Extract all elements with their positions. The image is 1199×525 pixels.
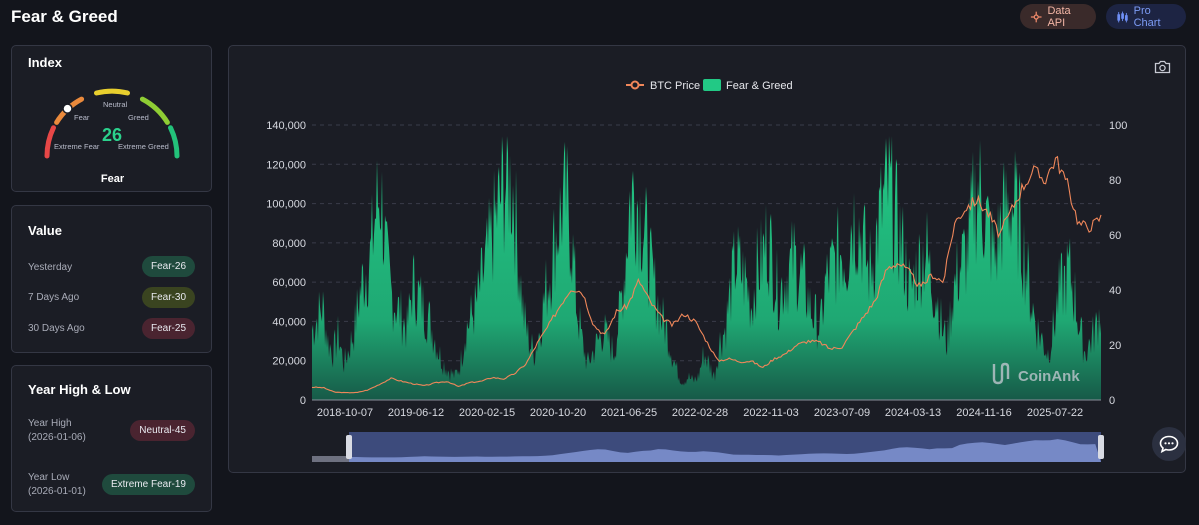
coinank-watermark: CoinAnk [992,362,1080,385]
gauge-label-extreme-fear: Extreme Fear [54,142,100,151]
index-classification: Fear [100,173,125,185]
value-panel: Value Yesterday Fear-26 7 Days Ago Fear-… [11,205,212,353]
y-right-tick-label: 20 [1109,340,1121,352]
year-title: Year High & Low [28,382,131,397]
data-api-label: Data API [1047,4,1071,29]
y-left-tick-label: 40,000 [272,316,306,328]
year-low-badge: Extreme Fear-19 [101,474,195,495]
index-value: 26 [101,125,123,145]
index-panel: Index Neutral Fear Greed Extreme Fear Ex… [11,45,212,192]
legend-btc-dot [630,80,640,90]
camera-icon [1154,60,1171,74]
y-right-tick-label: 80 [1109,175,1121,187]
pro-chart-label: Pro Chart [1133,4,1161,29]
y-right-tick-label: 40 [1109,285,1121,297]
chat-icon [1159,435,1179,453]
value-row-badge: Fear-25 [141,318,195,339]
year-high-label: Year High [28,418,72,429]
gauge-label-fear: Fear [74,113,90,122]
chart-legend[interactable]: BTC Price Fear & Greed [626,79,793,92]
btc-price-line [311,155,1102,394]
gauge-arc-extreme-greed [168,125,180,159]
year-high-date: (2026-01-06) [28,432,86,443]
legend-fg-label: Fear & Greed [726,80,793,92]
save-image-button[interactable] [1154,60,1171,79]
value-row-label: 30 Days Ago [28,323,85,334]
gauge-label-greed: Greed [128,113,149,122]
x-tick-label: 2019-06-12 [388,407,444,419]
y-left-tick-label: 60,000 [272,277,306,289]
fear-greed-gauge [44,88,180,159]
value-row-badge: Fear-30 [141,287,195,308]
slider-handle-left [346,435,352,459]
value-row-badge: Fear-26 [141,256,195,277]
year-high-low-panel: Year High & Low Year High (2026-01-06) N… [11,365,212,512]
slider-unselected [312,456,349,462]
x-tick-label: 2020-02-15 [459,407,515,419]
x-tick-label: 2024-03-13 [885,407,941,419]
x-tick-label: 2018-10-07 [317,407,373,419]
legend-fg-marker [703,79,721,91]
y-left-tick-label: 20,000 [272,356,306,368]
year-low-label: Year Low [28,472,70,483]
value-title: Value [28,223,62,238]
api-icon [1030,11,1042,22]
x-tick-label: 2020-10-20 [530,407,586,419]
candlestick-icon [1117,11,1128,22]
fear-greed-area [312,136,1101,400]
fear-greed-chart: 0 20,000 40,000 60,000 80,000 100,000 120,000 1… [266,79,1127,462]
gauge-label-neutral: Neutral [103,100,128,109]
y-left-tick-label: 80,000 [272,238,306,250]
chart-panel: 0 20,000 40,000 60,000 80,000 100,000 120,000 1… [228,45,1186,473]
gauge-label-extreme-greed: Extreme Greed [118,142,169,151]
data-api-button[interactable]: Data API [1020,4,1096,29]
watermark-text: CoinAnk [1018,368,1080,385]
year-high-badge: Neutral-45 [130,420,195,441]
x-tick-label: 2021-06-25 [601,407,657,419]
y-left-tick-label: 120,000 [266,159,306,171]
gauge-arc-greed [139,96,170,125]
x-tick-label: 2022-11-03 [743,407,798,419]
gauge-arc-neutral [94,88,130,96]
page-title: Fear & Greed [11,7,118,26]
slider-preview [349,439,1101,462]
y-left-tick-label: 140,000 [266,120,306,132]
y-right-tick-label: 60 [1109,230,1121,242]
x-tick-label: 2024-11-16 [956,407,1011,419]
zoom-slider[interactable] [312,432,1104,462]
y-left-tick-label: 100,000 [266,199,306,211]
y-right-tick-label: 0 [1109,395,1115,407]
year-low-date: (2026-01-01) [28,486,86,497]
x-tick-label: 2025-07-22 [1027,407,1083,419]
gauge-pointer [62,103,73,114]
slider-handle-right [1098,435,1104,459]
gauge-arc-extreme-fear [44,125,56,159]
value-row-label: Yesterday [28,262,73,273]
y-right-tick-label: 100 [1109,120,1127,132]
index-title: Index [28,55,62,70]
y-left-tick-label: 0 [300,395,306,407]
x-tick-label: 2022-02-28 [672,407,728,419]
chat-button[interactable] [1152,427,1186,461]
pro-chart-button[interactable]: Pro Chart [1106,4,1186,29]
legend-btc-label: BTC Price [650,80,700,92]
value-row-label: 7 Days Ago [28,292,80,303]
x-tick-label: 2023-07-09 [814,407,870,419]
